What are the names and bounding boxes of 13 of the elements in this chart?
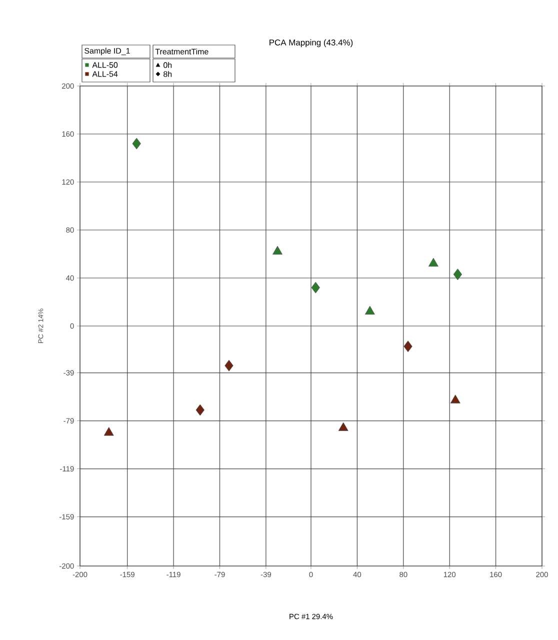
point [272, 246, 282, 255]
point [224, 360, 234, 372]
point [338, 422, 348, 431]
point [364, 306, 375, 315]
point [311, 282, 320, 294]
point [196, 404, 204, 416]
point [450, 394, 460, 404]
point [428, 258, 438, 267]
point [104, 427, 114, 436]
point [404, 340, 412, 352]
chart-title: PCA Mapping (43.4%) [270, 39, 353, 48]
point [132, 138, 141, 150]
point [453, 268, 462, 280]
